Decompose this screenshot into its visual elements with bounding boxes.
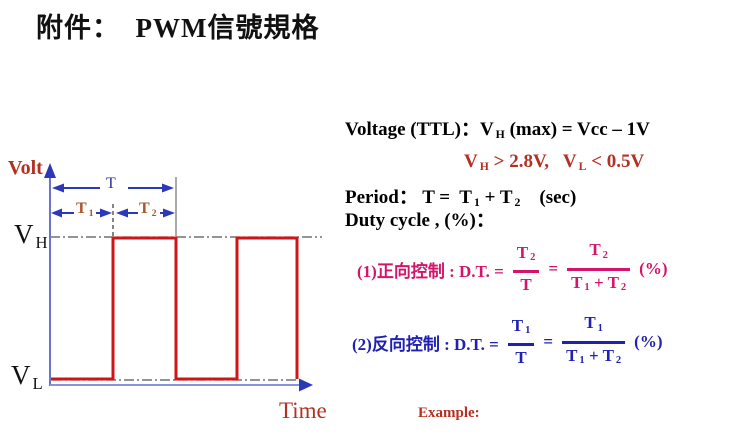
equals-sign: = bbox=[548, 259, 559, 278]
percent-unit: (%) bbox=[634, 332, 663, 351]
equals-sign: = bbox=[543, 332, 554, 351]
time-axis-label: Time bbox=[279, 398, 327, 423]
volt-axis-arrowhead bbox=[44, 163, 56, 178]
t1-t2-dimension-arrows bbox=[51, 208, 175, 218]
pwm-square-wave bbox=[50, 236, 299, 381]
period-dimension-arrows bbox=[52, 183, 174, 193]
example-block: Example: If, T = 1 sec, T 1 = 0.3sec, So… bbox=[418, 371, 632, 439]
fraction-bar bbox=[512, 270, 540, 274]
fraction-bar bbox=[562, 340, 626, 344]
example-heading: Example: bbox=[418, 405, 480, 421]
volt-axis-label: Volt bbox=[8, 157, 43, 179]
voltage-spec-line: Voltage (TTL)：V H (max) = Vcc – 1V bbox=[345, 119, 650, 142]
percent-unit: (%) bbox=[639, 259, 668, 278]
reverse-formula-label: (2)反向控制 : D.T. = bbox=[352, 334, 499, 354]
forward-formula-label: (1)正向控制 : D.T. = bbox=[357, 261, 504, 281]
fraction-bar bbox=[507, 343, 535, 347]
time-axis-arrowhead bbox=[299, 378, 313, 392]
page-title: 附件： PWM信號規格 bbox=[36, 13, 320, 43]
fraction-bar bbox=[567, 267, 631, 271]
period-t-label: T bbox=[106, 175, 116, 192]
duty-cycle-heading: Duty cycle , (%)： bbox=[345, 210, 495, 231]
